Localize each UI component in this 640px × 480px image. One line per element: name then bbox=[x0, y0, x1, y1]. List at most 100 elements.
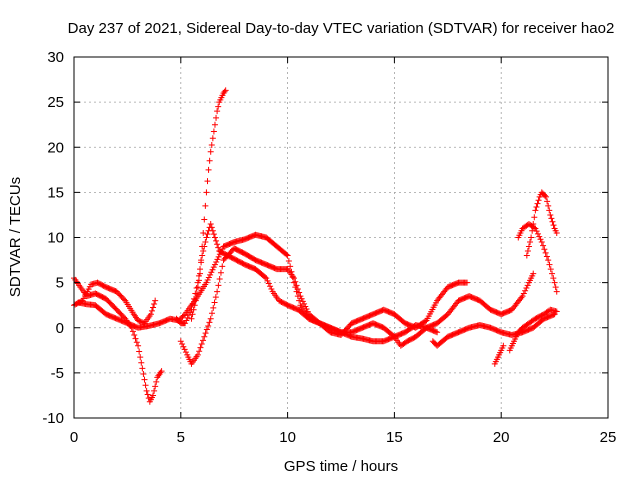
data-point bbox=[181, 346, 188, 353]
data-point bbox=[140, 371, 147, 378]
data-point bbox=[217, 269, 224, 276]
data-point bbox=[284, 252, 291, 259]
y-tick-label: 5 bbox=[56, 275, 64, 292]
data-point bbox=[524, 248, 531, 255]
data-point bbox=[265, 280, 272, 287]
data-point bbox=[202, 239, 209, 246]
data-point bbox=[542, 249, 549, 256]
data-point bbox=[131, 331, 138, 338]
data-point bbox=[195, 277, 202, 284]
data-point bbox=[530, 270, 537, 277]
data-point bbox=[207, 220, 214, 227]
series-trace-9 bbox=[506, 306, 560, 354]
y-tick-label: -10 bbox=[42, 410, 64, 427]
data-point bbox=[206, 319, 213, 326]
data-point bbox=[213, 258, 220, 265]
data-point bbox=[152, 297, 159, 304]
data-point bbox=[178, 315, 185, 322]
data-point bbox=[550, 311, 557, 318]
data-point bbox=[137, 318, 144, 325]
data-point bbox=[547, 266, 554, 273]
data-point bbox=[179, 313, 186, 320]
data-point bbox=[549, 218, 556, 225]
data-point bbox=[137, 354, 144, 361]
data-point bbox=[207, 315, 214, 322]
data-point bbox=[205, 274, 212, 281]
data-point bbox=[531, 224, 538, 231]
data-point bbox=[211, 234, 218, 241]
data-point bbox=[532, 207, 539, 214]
data-point bbox=[538, 239, 545, 246]
x-axis-label: GPS time / hours bbox=[284, 458, 398, 475]
series-trace-10 bbox=[515, 220, 560, 295]
data-point bbox=[177, 338, 184, 345]
data-point bbox=[152, 383, 159, 390]
data-point bbox=[205, 166, 212, 173]
x-tick-label: 25 bbox=[600, 429, 617, 446]
data-point bbox=[210, 231, 217, 238]
data-point bbox=[532, 225, 539, 232]
y-tick-label: 10 bbox=[47, 230, 64, 247]
data-point bbox=[211, 261, 218, 268]
data-point bbox=[533, 204, 540, 211]
data-point bbox=[199, 243, 206, 250]
data-point bbox=[214, 256, 221, 263]
data-point bbox=[204, 231, 211, 238]
data-point bbox=[182, 320, 189, 327]
data-point bbox=[203, 326, 210, 333]
data-point bbox=[264, 277, 271, 284]
data-point bbox=[202, 202, 209, 209]
data-point bbox=[208, 224, 215, 231]
data-point bbox=[545, 202, 552, 209]
data-point bbox=[215, 282, 222, 289]
data-point bbox=[524, 282, 531, 289]
data-point bbox=[141, 376, 148, 383]
data-point bbox=[193, 285, 200, 292]
data-point bbox=[299, 298, 306, 305]
data-point bbox=[302, 303, 309, 310]
data-point bbox=[148, 307, 155, 314]
data-point bbox=[219, 263, 226, 270]
data-point bbox=[207, 271, 214, 278]
data-point bbox=[531, 214, 538, 221]
data-point bbox=[207, 148, 214, 155]
data-point bbox=[553, 229, 560, 236]
data-point bbox=[202, 330, 209, 337]
data-point bbox=[183, 317, 190, 324]
data-point bbox=[530, 220, 537, 227]
y-tick-label: 30 bbox=[47, 49, 64, 66]
data-point bbox=[522, 287, 529, 294]
data-point bbox=[214, 241, 221, 248]
y-tick-label: 0 bbox=[56, 320, 64, 337]
data-point bbox=[294, 285, 301, 292]
data-point bbox=[268, 285, 275, 292]
data-point bbox=[216, 276, 223, 283]
data-point bbox=[205, 322, 212, 329]
chart-title: Day 237 of 2021, Sidereal Day-to-day VTE… bbox=[68, 20, 615, 37]
data-point bbox=[546, 261, 553, 268]
data-point bbox=[291, 275, 298, 282]
data-point bbox=[537, 236, 544, 243]
series-trace-7 bbox=[429, 311, 558, 349]
data-point bbox=[285, 257, 292, 264]
series-trace-11 bbox=[523, 189, 560, 259]
data-point bbox=[135, 342, 142, 349]
data-point bbox=[196, 348, 203, 355]
data-point bbox=[529, 227, 536, 234]
data-point bbox=[211, 121, 218, 128]
y-tick-label: 15 bbox=[47, 184, 64, 201]
data-point bbox=[198, 340, 205, 347]
data-point bbox=[215, 103, 222, 110]
data-point bbox=[194, 351, 201, 358]
data-point bbox=[267, 283, 274, 290]
x-tick-label: 0 bbox=[70, 429, 78, 446]
data-point bbox=[547, 211, 554, 218]
data-point bbox=[523, 252, 530, 259]
y-tick-label: 20 bbox=[47, 139, 64, 156]
data-point bbox=[208, 141, 215, 148]
data-point bbox=[192, 297, 199, 304]
data-point bbox=[535, 197, 542, 204]
y-tick-label: 25 bbox=[47, 94, 64, 111]
data-point bbox=[296, 289, 303, 296]
